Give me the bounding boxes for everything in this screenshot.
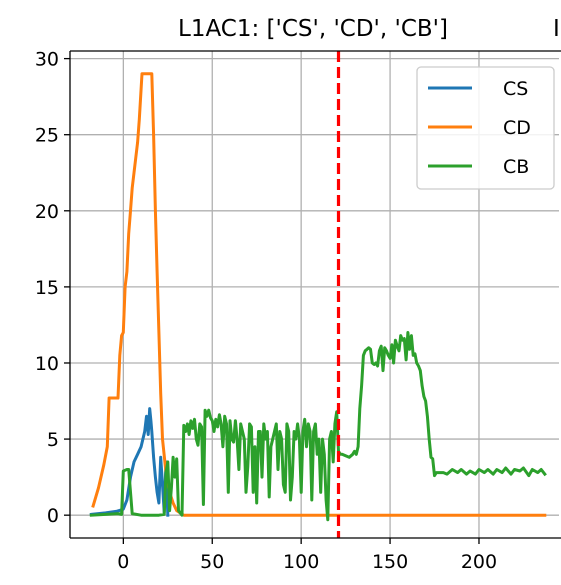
x-tick-label: 150: [372, 551, 408, 573]
tick-labels: 0 50 100 150 200 0 5 10 15 20 25 30: [35, 49, 497, 573]
plot-area: [89, 51, 547, 538]
y-tick-label: 0: [47, 505, 59, 527]
legend-label-cs: CS: [503, 78, 528, 100]
x-tick-label: 100: [283, 551, 319, 573]
legend: CS CD CB: [416, 66, 555, 190]
chart-title-overflow: I: [553, 16, 560, 42]
x-tick-label: 0: [117, 551, 129, 573]
legend-box: [416, 66, 555, 190]
y-tick-label: 20: [35, 201, 59, 223]
y-tick-label: 5: [47, 429, 59, 451]
y-tick-label: 25: [35, 125, 59, 147]
series-lines: [89, 51, 547, 538]
y-tick-label: 10: [35, 353, 59, 375]
legend-label-cb: CB: [503, 156, 529, 178]
series-line-cb: [89, 331, 547, 522]
x-tick-label: 200: [461, 551, 497, 573]
x-tick-label: 50: [200, 551, 224, 573]
y-tick-label: 15: [35, 277, 59, 299]
chart-title: L1AC1: ['CS', 'CD', 'CB']: [178, 16, 448, 42]
y-tick-label: 30: [35, 49, 59, 71]
legend-label-cd: CD: [503, 117, 531, 139]
